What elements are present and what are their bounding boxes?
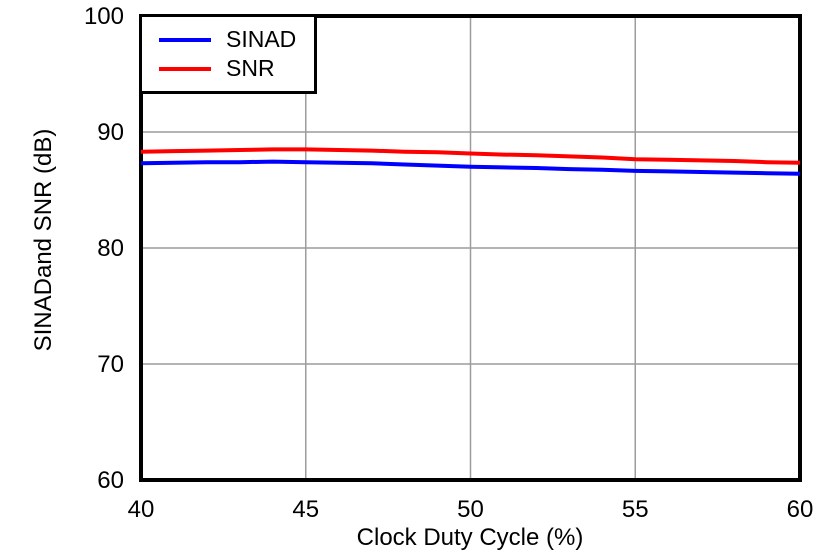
- x-tick-label: 45: [292, 496, 319, 523]
- legend-item-sinad: SINAD: [159, 28, 314, 51]
- y-tick-label: 100: [84, 3, 124, 30]
- y-axis-label: SINADand SNR (dB): [30, 128, 57, 352]
- y-tick-label: 60: [97, 467, 124, 494]
- legend: SINAD SNR: [139, 14, 317, 94]
- legend-label: SINAD: [226, 26, 297, 52]
- y-tick-label: 80: [97, 235, 124, 262]
- legend-label: SNR: [226, 55, 275, 81]
- legend-line-swatch: [159, 66, 211, 71]
- y-tick-label: 70: [97, 351, 124, 378]
- x-tick-label: 40: [128, 496, 155, 523]
- x-axis-label: Clock Duty Cycle (%): [356, 524, 584, 551]
- legend-item-snr: SNR: [159, 57, 314, 80]
- plot-border: [139, 14, 802, 482]
- series-line-snr: [140, 147, 801, 165]
- y-tick-label: 90: [97, 119, 124, 146]
- x-tick-label: 50: [457, 496, 484, 523]
- x-tick-label: 55: [622, 496, 649, 523]
- x-tick-label: 60: [787, 496, 814, 523]
- series-line-sinad: [140, 159, 801, 176]
- legend-line-swatch: [159, 37, 211, 42]
